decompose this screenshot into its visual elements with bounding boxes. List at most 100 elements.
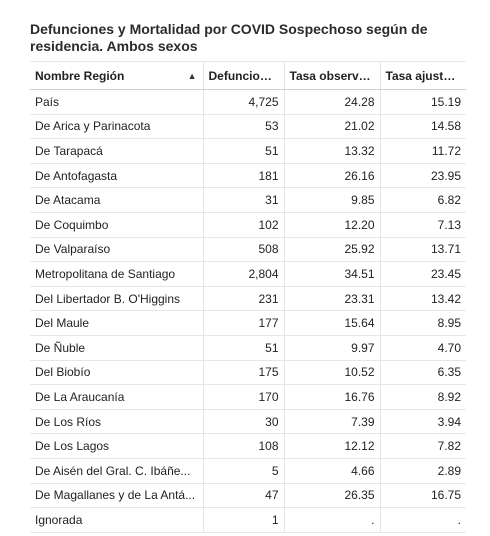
table-widget: Defunciones y Mortalidad por COVID Sospe… <box>30 21 466 533</box>
cell-region: De La Araucanía <box>30 384 203 410</box>
cell-adjusted-rate: 11.72 <box>379 138 466 164</box>
cell-observed-rate: 23.31 <box>283 286 380 312</box>
cell-adjusted-rate: 14.58 <box>379 114 466 140</box>
cell-observed-rate: 4.66 <box>283 458 380 484</box>
cell-observed-rate: . <box>283 507 380 533</box>
cell-observed-rate: 12.12 <box>283 433 380 459</box>
cell-region: De Los Lagos <box>30 433 203 459</box>
cell-adjusted-rate: 7.82 <box>379 433 466 459</box>
table-title: Defunciones y Mortalidad por COVID Sospe… <box>30 21 428 54</box>
cell-deaths: 53 <box>202 114 284 140</box>
cell-region: De Magallanes y de La Antá... <box>30 483 203 509</box>
column-header-observed-rate[interactable]: Tasa observada <box>283 61 380 90</box>
cell-deaths: 31 <box>202 187 284 213</box>
cell-adjusted-rate: 13.71 <box>379 237 466 263</box>
cell-region: Del Maule <box>30 310 203 336</box>
table-row: De Magallanes y de La Antá... 47 26.35 16.7… <box>30 483 466 509</box>
cell-adjusted-rate: 15.19 <box>379 89 466 115</box>
cell-region: Ignorada <box>30 507 203 533</box>
table-row: De La Araucanía 170 16.76 8.92 <box>30 384 466 410</box>
column-header-adjusted-rate[interactable]: Tasa ajustada <box>379 61 466 90</box>
cell-deaths: 102 <box>202 212 284 238</box>
cell-deaths: 508 <box>202 237 284 263</box>
column-header-deaths[interactable]: Defunciones <box>202 61 284 90</box>
cell-adjusted-rate: . <box>379 507 466 533</box>
cell-deaths: 170 <box>202 384 284 410</box>
cell-observed-rate: 12.20 <box>283 212 380 238</box>
cell-deaths: 181 <box>202 163 284 189</box>
cell-adjusted-rate: 6.35 <box>379 360 466 386</box>
cell-region: Del Biobío <box>30 360 203 386</box>
cell-region: De Tarapacá <box>30 138 203 164</box>
cell-adjusted-rate: 3.94 <box>379 409 466 435</box>
data-table: Nombre Región ▲ Defunciones Tasa observa… <box>30 61 466 533</box>
cell-observed-rate: 25.92 <box>283 237 380 263</box>
cell-deaths: 51 <box>202 138 284 164</box>
table-row: Del Maule 177 15.64 8.95 <box>30 310 466 336</box>
cell-region: De Los Ríos <box>30 409 203 435</box>
cell-observed-rate: 10.52 <box>283 360 380 386</box>
cell-adjusted-rate: 23.45 <box>379 261 466 287</box>
table-row: De Atacama 31 9.85 6.82 <box>30 187 466 213</box>
cell-deaths: 1 <box>202 507 284 533</box>
cell-region: De Valparaíso <box>30 237 203 263</box>
table-row: De Tarapacá 51 13.32 11.72 <box>30 138 466 164</box>
cell-observed-rate: 26.16 <box>283 163 380 189</box>
table-row: País 4,725 24.28 15.19 <box>30 89 466 115</box>
table-row: De Los Ríos 30 7.39 3.94 <box>30 409 466 435</box>
cell-observed-rate: 24.28 <box>283 89 380 115</box>
table-row: De Valparaíso 508 25.92 13.71 <box>30 237 466 263</box>
cell-deaths: 2,804 <box>202 261 284 287</box>
cell-adjusted-rate: 7.13 <box>379 212 466 238</box>
cell-deaths: 47 <box>202 483 284 509</box>
cell-region: De Arica y Parinacota <box>30 114 203 140</box>
table-row: De Ñuble 51 9.97 4.70 <box>30 335 466 361</box>
table-row: Del Libertador B. O'Higgins 231 23.31 13.42 <box>30 286 466 312</box>
cell-observed-rate: 34.51 <box>283 261 380 287</box>
table-row: Ignorada 1.. <box>30 507 466 533</box>
column-header-label: Nombre Región <box>35 68 125 83</box>
cell-observed-rate: 9.97 <box>283 335 380 361</box>
cell-adjusted-rate: 4.70 <box>379 335 466 361</box>
cell-region: Metropolitana de Santiago <box>30 261 203 287</box>
cell-observed-rate: 9.85 <box>283 187 380 213</box>
table-row: Metropolitana de Santiago 2,804 34.51 23.45 <box>30 261 466 287</box>
cell-deaths: 51 <box>202 335 284 361</box>
cell-region: De Coquimbo <box>30 212 203 238</box>
table-row: De Los Lagos 108 12.12 7.82 <box>30 433 466 459</box>
cell-adjusted-rate: 6.82 <box>379 187 466 213</box>
table-row: De Arica y Parinacota 53 21.02 14.58 <box>30 114 466 140</box>
cell-adjusted-rate: 8.92 <box>379 384 466 410</box>
cell-region: Del Libertador B. O'Higgins <box>30 286 203 312</box>
cell-deaths: 108 <box>202 433 284 459</box>
cell-adjusted-rate: 13.42 <box>379 286 466 312</box>
cell-observed-rate: 13.32 <box>283 138 380 164</box>
cell-deaths: 30 <box>202 409 284 435</box>
cell-adjusted-rate: 16.75 <box>379 483 466 509</box>
cell-deaths: 175 <box>202 360 284 386</box>
sort-ascending-icon[interactable]: ▲ <box>187 70 197 81</box>
table-row: De Antofagasta 181 26.16 23.95 <box>30 163 466 189</box>
cell-region: De Antofagasta <box>30 163 203 189</box>
cell-adjusted-rate: 8.95 <box>379 310 466 336</box>
cell-region: País <box>30 89 203 115</box>
cell-region: De Atacama <box>30 187 203 213</box>
cell-observed-rate: 15.64 <box>283 310 380 336</box>
cell-deaths: 231 <box>202 286 284 312</box>
cell-deaths: 5 <box>202 458 284 484</box>
cell-observed-rate: 16.76 <box>283 384 380 410</box>
cell-observed-rate: 26.35 <box>283 483 380 509</box>
column-header-region[interactable]: Nombre Región ▲ <box>30 61 203 90</box>
cell-adjusted-rate: 2.89 <box>379 458 466 484</box>
header-row: Nombre Región ▲ Defunciones Tasa observa… <box>30 61 466 90</box>
table-row: De Aisén del Gral. C. Ibáñe... 5 4.66 2.89 <box>30 458 466 484</box>
cell-region: De Ñuble <box>30 335 203 361</box>
table-row: Del Biobío 175 10.52 6.35 <box>30 360 466 386</box>
cell-observed-rate: 7.39 <box>283 409 380 435</box>
cell-deaths: 4,725 <box>202 89 284 115</box>
cell-deaths: 177 <box>202 310 284 336</box>
table-row: De Coquimbo 102 12.20 7.13 <box>30 212 466 238</box>
cell-adjusted-rate: 23.95 <box>379 163 466 189</box>
cell-region: De Aisén del Gral. C. Ibáñe... <box>30 458 203 484</box>
cell-observed-rate: 21.02 <box>283 114 380 140</box>
